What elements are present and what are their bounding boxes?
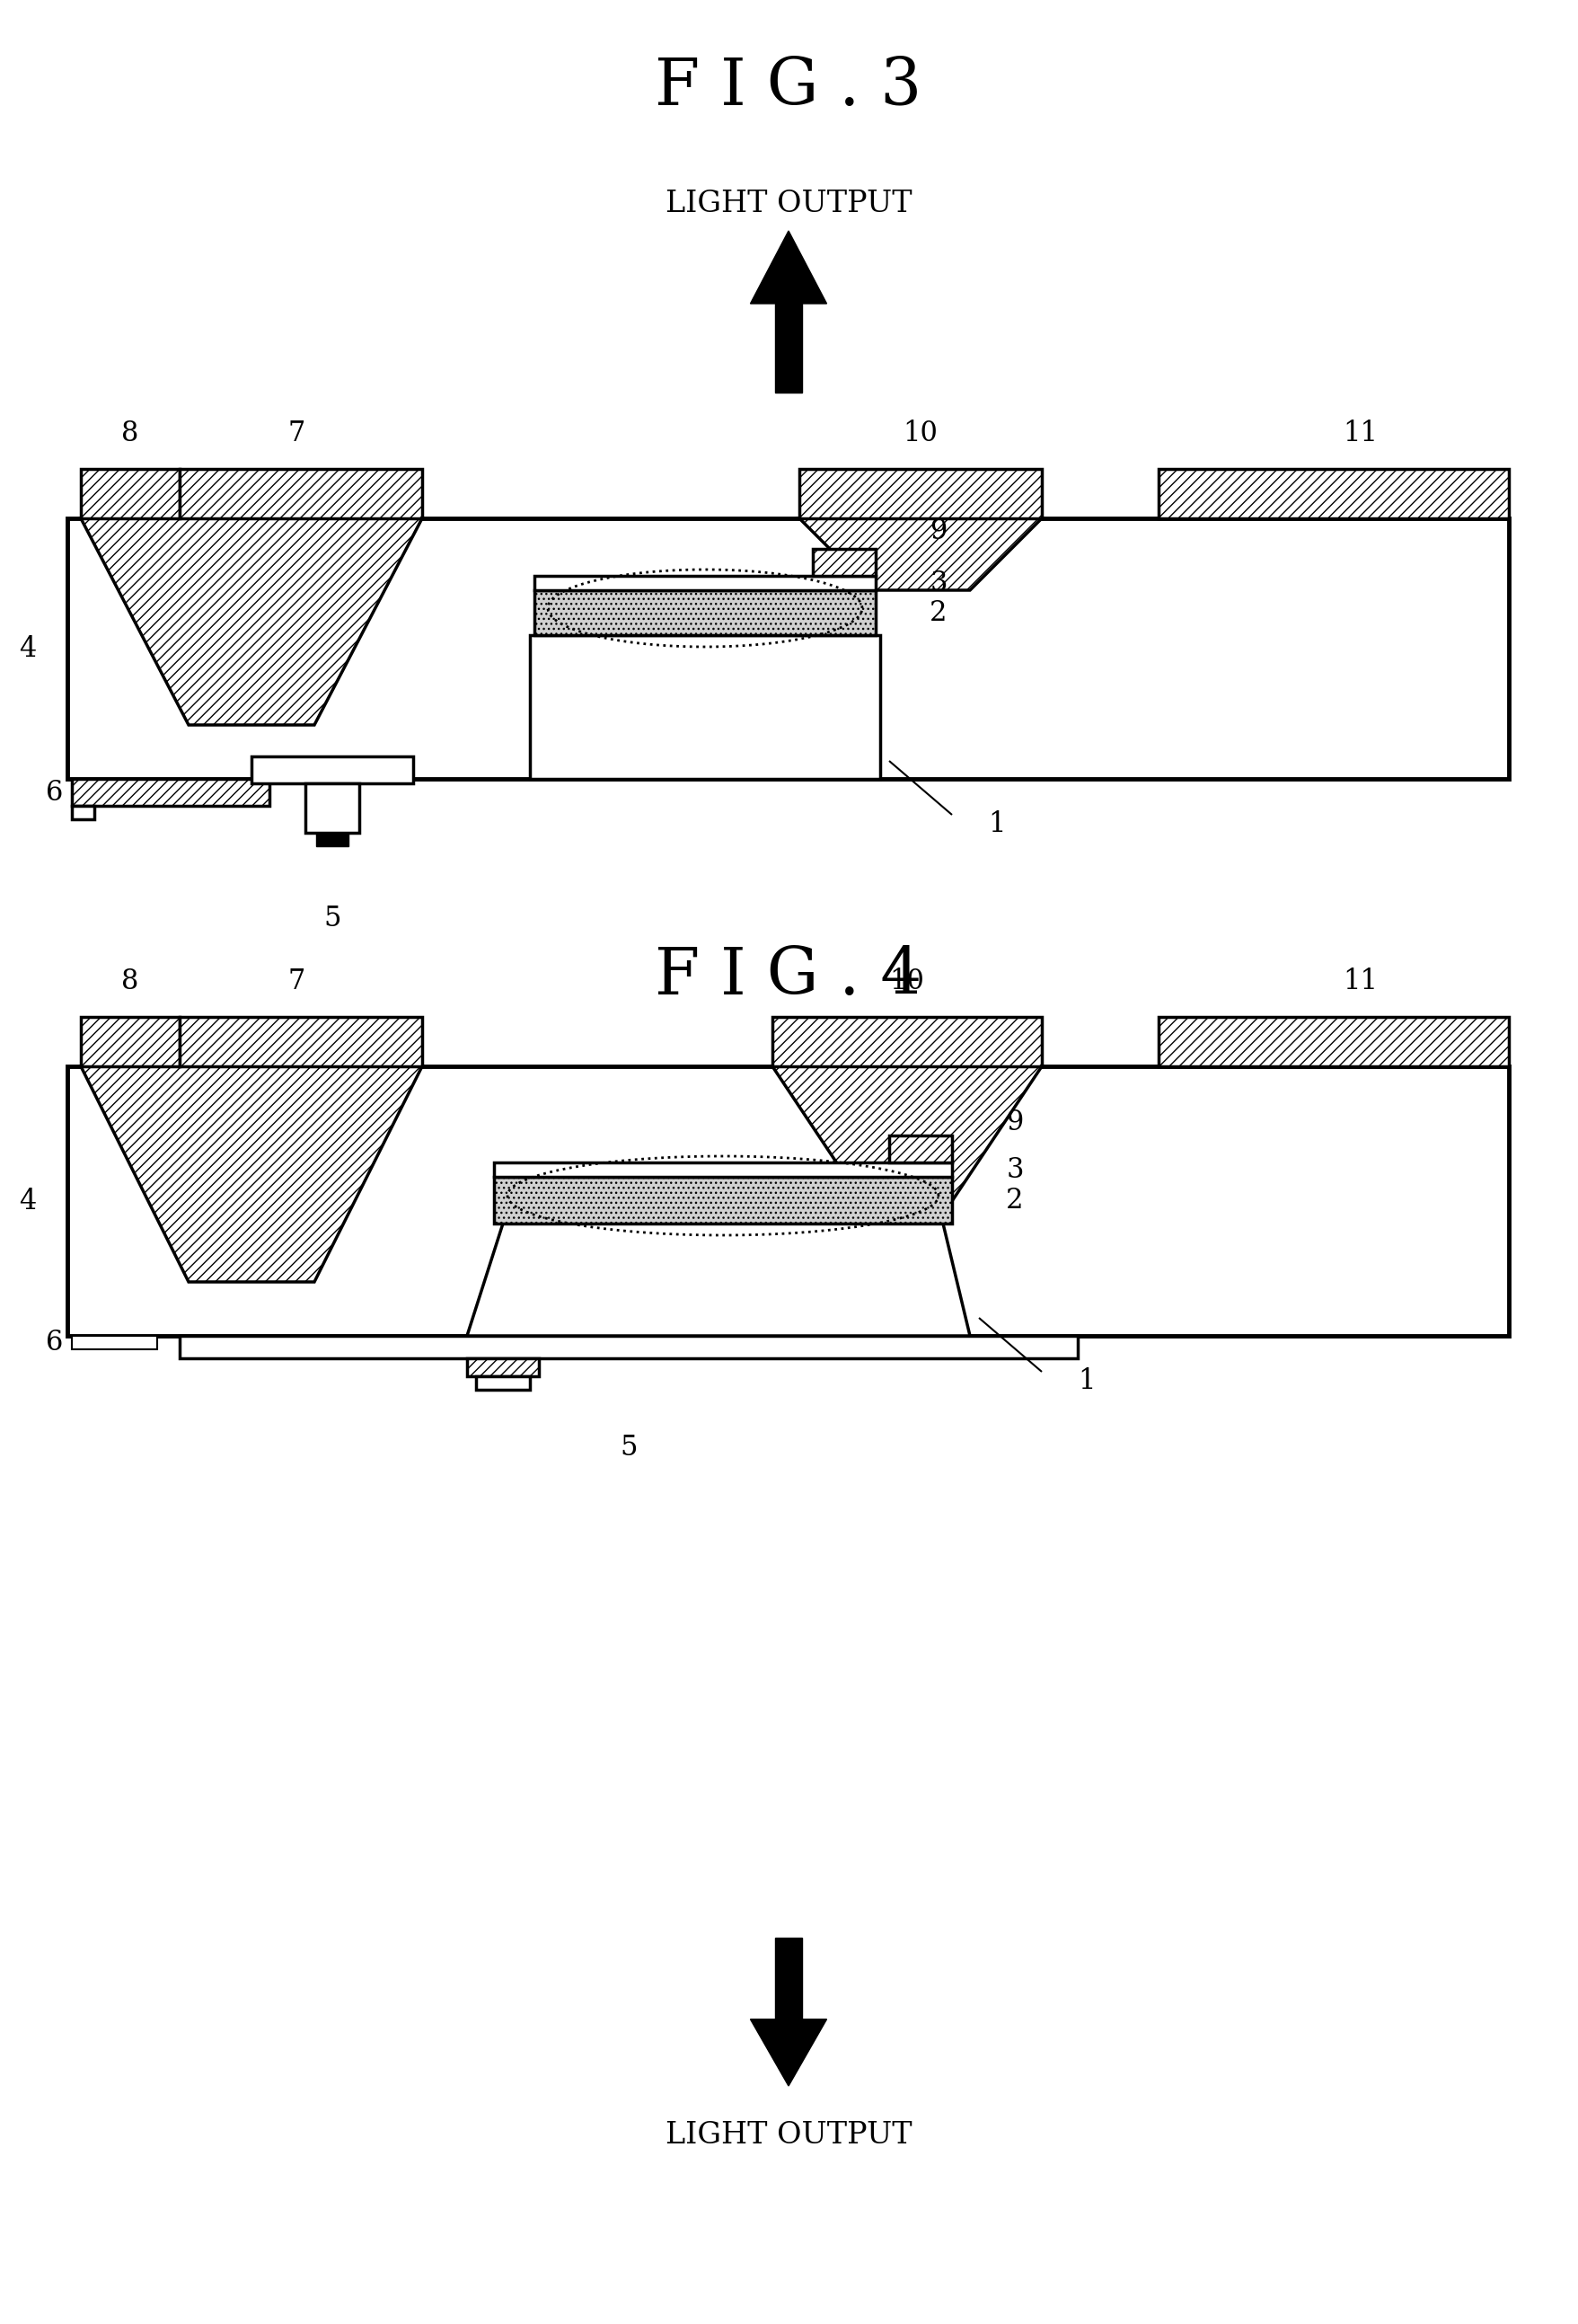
Bar <box>73 1336 158 1350</box>
Text: 2: 2 <box>929 600 947 627</box>
Polygon shape <box>467 1222 970 1336</box>
Text: 7: 7 <box>287 967 305 995</box>
Polygon shape <box>775 1938 802 2020</box>
Polygon shape <box>80 518 423 725</box>
Polygon shape <box>800 518 1041 590</box>
Bar <box>772 1018 1041 1067</box>
Polygon shape <box>751 2020 827 2087</box>
Text: 4: 4 <box>19 1188 36 1215</box>
Bar <box>73 779 270 806</box>
Text: 5: 5 <box>323 904 341 932</box>
Text: 11: 11 <box>1343 418 1378 446</box>
Polygon shape <box>751 230 827 304</box>
Bar <box>68 518 1509 779</box>
Bar <box>73 806 95 820</box>
Bar <box>180 1336 1078 1357</box>
Text: 9: 9 <box>1007 1109 1024 1136</box>
Text: 7: 7 <box>287 418 305 446</box>
Text: 4: 4 <box>19 634 36 662</box>
Bar <box>80 1018 180 1067</box>
Text: 6: 6 <box>46 779 63 806</box>
Text: 5: 5 <box>620 1434 638 1462</box>
Bar <box>180 1018 423 1067</box>
Text: 8: 8 <box>122 967 139 995</box>
Text: 8: 8 <box>122 418 139 446</box>
Text: 1: 1 <box>988 809 1005 837</box>
Polygon shape <box>80 1067 423 1283</box>
Bar <box>530 634 881 779</box>
Polygon shape <box>772 1067 1041 1202</box>
Text: 9: 9 <box>929 516 947 544</box>
Text: 11: 11 <box>1343 967 1378 995</box>
Bar <box>1158 469 1509 518</box>
Text: 2: 2 <box>1007 1185 1024 1213</box>
Bar <box>251 755 413 783</box>
Text: 10: 10 <box>903 418 937 446</box>
Text: F I G . 4: F I G . 4 <box>655 946 922 1009</box>
Bar <box>800 469 1041 518</box>
Bar <box>80 469 180 518</box>
Text: LIGHT OUTPUT: LIGHT OUTPUT <box>666 2122 912 2150</box>
Text: LIGHT OUTPUT: LIGHT OUTPUT <box>666 191 912 218</box>
Bar <box>306 783 360 832</box>
Bar <box>477 1376 530 1390</box>
Bar <box>316 832 349 846</box>
Polygon shape <box>775 304 802 393</box>
Bar <box>494 1176 952 1222</box>
Bar <box>1158 1018 1509 1067</box>
Bar <box>180 469 423 518</box>
Text: 1: 1 <box>1078 1367 1095 1394</box>
Bar <box>535 576 876 590</box>
Bar <box>494 1162 952 1176</box>
Bar <box>467 1357 538 1376</box>
Bar <box>535 590 876 634</box>
Bar <box>68 1067 1509 1336</box>
Bar <box>888 1136 952 1162</box>
Text: 3: 3 <box>1007 1155 1024 1183</box>
Text: F I G . 3: F I G . 3 <box>655 56 922 119</box>
Text: 6: 6 <box>46 1329 63 1357</box>
Bar <box>813 548 876 576</box>
Text: 3: 3 <box>929 569 947 597</box>
Text: 10: 10 <box>890 967 925 995</box>
